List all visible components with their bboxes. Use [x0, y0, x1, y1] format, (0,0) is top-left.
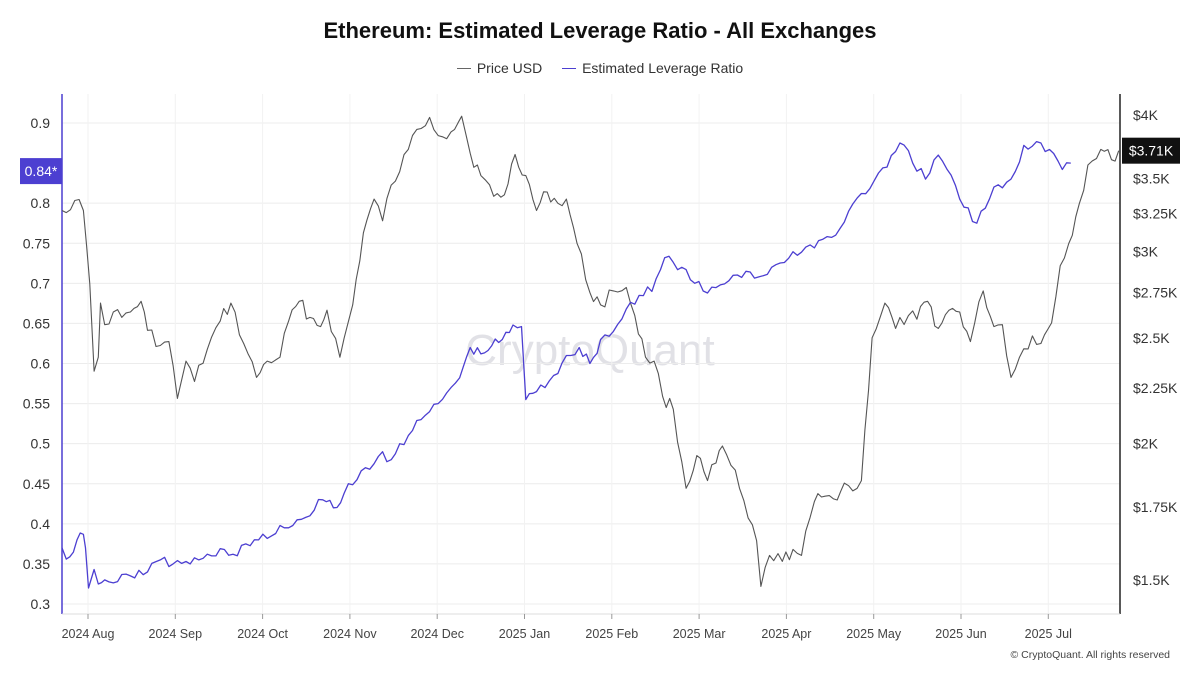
left-tick-label: 0.7	[31, 275, 51, 291]
left-tick-label: 0.35	[23, 556, 50, 572]
right-tick-label: $4K	[1133, 107, 1159, 123]
x-tick-label: 2024 Dec	[410, 627, 464, 641]
left-tick-label: 0.75	[23, 235, 50, 251]
right-tick-label: $2.25K	[1133, 380, 1178, 396]
legend-item-leverage[interactable]: Estimated Leverage Ratio	[562, 60, 743, 76]
left-tick-label: 0.6	[31, 356, 51, 372]
chart-title: Ethereum: Estimated Leverage Ratio - All…	[323, 18, 877, 43]
right-tick-label: $3.25K	[1133, 205, 1178, 221]
value-badges: 0.84* $3.71K	[20, 137, 1180, 185]
left-tick-label: 0.8	[31, 195, 51, 211]
chart-legend[interactable]: Price USD Estimated Leverage Ratio	[0, 60, 1200, 76]
watermark: CryptoQuant	[465, 326, 714, 375]
axes: 0.3 0.35 0.4 0.45 0.5 0.55 0.6 0.65 0.7 0.75 0.8 0.…	[23, 94, 1178, 641]
copyright-notice: © CryptoQuant. All rights reserved	[1010, 649, 1170, 661]
right-tick-label: $1.5K	[1133, 572, 1170, 588]
series-group[interactable]	[61, 115, 1120, 589]
grid-lines	[62, 94, 1120, 614]
x-tick-label: 2025 May	[846, 627, 902, 641]
legend-swatch-price	[456, 67, 471, 69]
right-tick-label: $3K	[1133, 243, 1159, 259]
left-tick-label: 0.55	[23, 396, 50, 412]
x-tick-label: 2024 Nov	[323, 627, 377, 641]
x-tick-label: 2025 Apr	[761, 627, 811, 641]
x-tick-label: 2025 Feb	[585, 627, 638, 641]
left-tick-label: 0.45	[23, 476, 50, 492]
legend-swatch-leverage	[562, 67, 577, 69]
x-tick-label: 2024 Oct	[237, 627, 288, 641]
left-tick-label: 0.4	[31, 516, 51, 532]
right-tick-label: $2K	[1133, 436, 1159, 452]
left-tick-label: 0.65	[23, 315, 50, 331]
right-tick-label: $2.75K	[1133, 285, 1178, 301]
x-tick-label: 2024 Aug	[62, 627, 115, 641]
x-tick-label: 2025 Jan	[499, 627, 550, 641]
leverage-current-label: 0.84*	[25, 163, 58, 179]
x-tick-label: 2025 Mar	[673, 627, 726, 641]
x-tick-label: 2025 Jul	[1025, 627, 1072, 641]
price-line[interactable]	[61, 115, 1120, 587]
left-tick-label: 0.3	[31, 596, 51, 612]
leverage-current-badge	[20, 158, 62, 185]
right-tick-label: $3.5K	[1133, 170, 1170, 186]
legend-item-price[interactable]: Price USD	[456, 60, 543, 76]
right-tick-label: $2.5K	[1133, 330, 1170, 346]
right-tick-label: $1.75K	[1133, 499, 1178, 515]
x-tick-label: 2025 Jun	[935, 627, 986, 641]
leverage-line[interactable]	[61, 140, 1071, 589]
price-current-label: $3.71K	[1129, 143, 1174, 159]
x-tick-label: 2024 Sep	[149, 627, 203, 641]
price-current-badge	[1122, 137, 1180, 164]
legend-label-leverage: Estimated Leverage Ratio	[582, 60, 744, 76]
left-tick-label: 0.9	[31, 115, 51, 131]
legend-label-price: Price USD	[476, 60, 543, 76]
left-tick-label: 0.5	[31, 436, 51, 452]
